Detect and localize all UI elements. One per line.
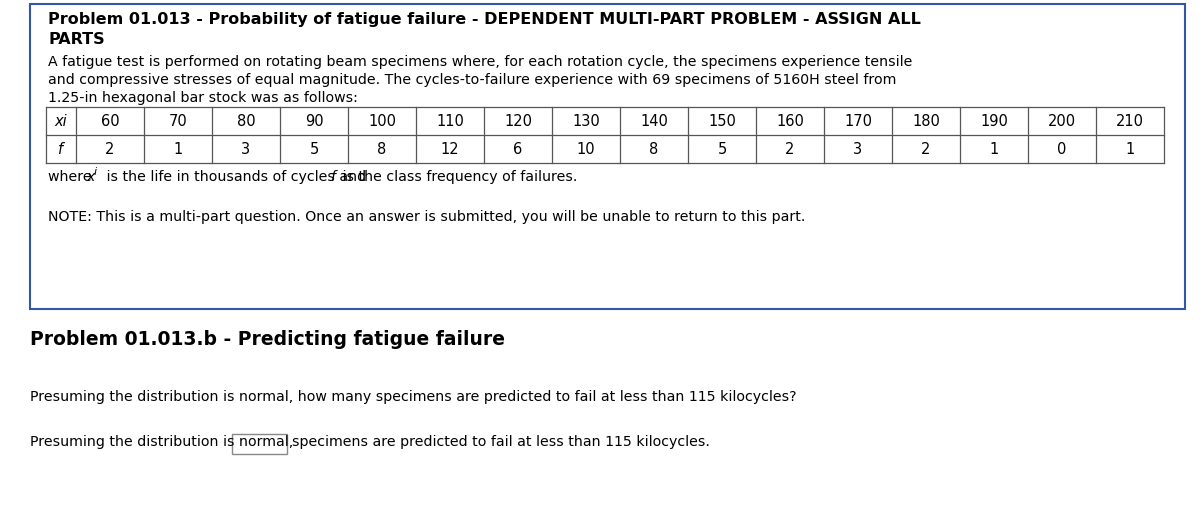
- Text: 100: 100: [368, 115, 396, 129]
- Text: 150: 150: [708, 115, 736, 129]
- Text: 12: 12: [440, 142, 460, 157]
- Text: 2: 2: [922, 142, 931, 157]
- Text: f: f: [330, 169, 335, 184]
- Text: 1.25-in hexagonal bar stock was as follows:: 1.25-in hexagonal bar stock was as follo…: [48, 91, 358, 105]
- Text: 130: 130: [572, 115, 600, 129]
- Text: is the class frequency of failures.: is the class frequency of failures.: [338, 169, 577, 184]
- Text: 90: 90: [305, 115, 323, 129]
- Text: 70: 70: [169, 115, 187, 129]
- Text: 2: 2: [106, 142, 115, 157]
- Text: xi: xi: [55, 115, 67, 129]
- Text: 190: 190: [980, 115, 1008, 129]
- Bar: [232, 434, 287, 454]
- Bar: [30, 5, 1186, 309]
- Text: 6: 6: [514, 142, 523, 157]
- Text: 2: 2: [785, 142, 794, 157]
- Text: 110: 110: [436, 115, 464, 129]
- Text: 1: 1: [173, 142, 182, 157]
- Text: Presuming the distribution is normal, how many specimens are predicted to fail a: Presuming the distribution is normal, ho…: [30, 389, 797, 403]
- Text: PARTS: PARTS: [48, 32, 104, 47]
- Text: Problem 01.013 - Probability of fatigue failure - DEPENDENT MULTI-PART PROBLEM -: Problem 01.013 - Probability of fatigue …: [48, 12, 920, 27]
- Text: 5: 5: [718, 142, 727, 157]
- Text: and compressive stresses of equal magnitude. The cycles-to-failure experience wi: and compressive stresses of equal magnit…: [48, 73, 896, 87]
- Text: A fatigue test is performed on rotating beam specimens where, for each rotation : A fatigue test is performed on rotating …: [48, 55, 912, 69]
- Text: i: i: [94, 166, 97, 177]
- Text: 1: 1: [1126, 142, 1135, 157]
- Text: f: f: [59, 142, 64, 157]
- Text: 170: 170: [844, 115, 872, 129]
- Text: is the life in thousands of cycles and: is the life in thousands of cycles and: [102, 169, 371, 184]
- Text: where: where: [48, 169, 96, 184]
- Text: 1: 1: [989, 142, 998, 157]
- Text: x: x: [86, 169, 95, 184]
- Text: 3: 3: [241, 142, 251, 157]
- Text: Presuming the distribution is normal,: Presuming the distribution is normal,: [30, 434, 293, 448]
- Text: 180: 180: [912, 115, 940, 129]
- Text: 10: 10: [577, 142, 595, 157]
- Text: 8: 8: [377, 142, 386, 157]
- Text: 160: 160: [776, 115, 804, 129]
- Text: 120: 120: [504, 115, 532, 129]
- Text: 80: 80: [236, 115, 256, 129]
- Text: 0: 0: [1057, 142, 1067, 157]
- Text: NOTE: This is a multi-part question. Once an answer is submitted, you will be un: NOTE: This is a multi-part question. Onc…: [48, 210, 805, 223]
- Text: 3: 3: [853, 142, 863, 157]
- Text: 200: 200: [1048, 115, 1076, 129]
- Text: 60: 60: [101, 115, 119, 129]
- Text: 5: 5: [310, 142, 319, 157]
- Text: Problem 01.013.b - Predicting fatigue failure: Problem 01.013.b - Predicting fatigue fa…: [30, 329, 505, 348]
- Text: 210: 210: [1116, 115, 1144, 129]
- Text: 140: 140: [640, 115, 668, 129]
- Text: 8: 8: [649, 142, 659, 157]
- Text: specimens are predicted to fail at less than 115 kilocycles.: specimens are predicted to fail at less …: [292, 434, 710, 448]
